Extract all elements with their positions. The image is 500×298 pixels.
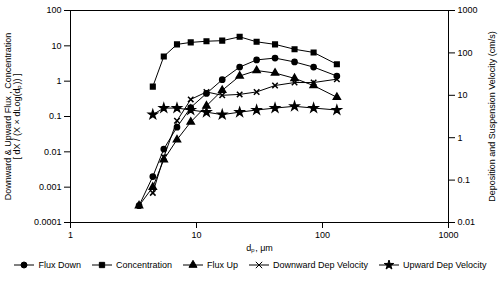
svg-text:100: 100 [458, 48, 473, 58]
svg-text:10: 10 [51, 41, 61, 51]
svg-text:1000: 1000 [458, 5, 478, 15]
svg-text:0.0001: 0.0001 [34, 217, 62, 227]
svg-text:1000: 1000 [438, 230, 458, 240]
html-text:Flux Up: Flux Up [207, 260, 238, 270]
svg-text:0.01: 0.01 [44, 147, 62, 157]
svg-text:dₚ, μm: dₚ, μm [246, 243, 273, 254]
svg-text:1: 1 [68, 230, 73, 240]
svg-text:0.001: 0.001 [39, 182, 62, 192]
svg-text:1: 1 [56, 76, 61, 86]
html-text:Upward Dep Velocity: Upward Dep Velocity [403, 260, 487, 270]
svg-text:Downward & Upward Flux , Conce: Downward & Upward Flux , Concentration[ … [3, 33, 23, 201]
svg-text:0.1: 0.1 [49, 111, 62, 121]
svg-text:10: 10 [458, 90, 468, 100]
html-text:Flux Down: Flux Down [38, 260, 81, 270]
svg-text:100: 100 [315, 230, 330, 240]
svg-text:1: 1 [458, 133, 463, 143]
svg-text:Deposition and Suspension Velo: Deposition and Suspension Velocity (cm/s… [487, 31, 497, 202]
html-text:Concentration: Concentration [115, 260, 172, 270]
svg-text:100: 100 [46, 5, 61, 15]
html-text:Downward Dep Velocity: Downward Dep Velocity [273, 260, 368, 270]
svg-text:0.01: 0.01 [458, 217, 476, 227]
svg-text:10: 10 [191, 230, 201, 240]
svg-text:0.1: 0.1 [458, 175, 471, 185]
